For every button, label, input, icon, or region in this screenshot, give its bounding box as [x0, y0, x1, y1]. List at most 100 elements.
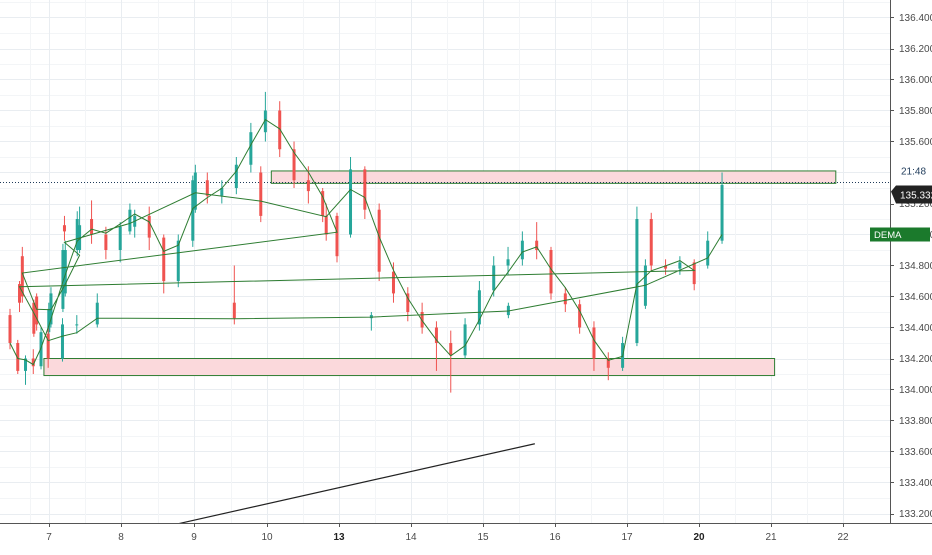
candle-body — [391, 271, 395, 294]
x-tick-label: 13 — [333, 532, 345, 543]
candle — [349, 157, 353, 238]
candle-body — [162, 237, 166, 281]
candle — [535, 222, 539, 260]
candle — [62, 215, 66, 241]
candle — [16, 339, 20, 374]
y-tick-label: 133.800 — [899, 416, 932, 427]
candle-body — [8, 315, 12, 343]
dema-line — [9, 118, 723, 366]
x-tick-label: 15 — [477, 532, 489, 543]
candle-body — [60, 324, 64, 359]
candle-body — [335, 215, 339, 257]
candle — [335, 212, 339, 263]
y-tick-label: 133.400 — [899, 478, 932, 489]
candle — [31, 349, 35, 374]
candle — [205, 172, 209, 204]
zone-support — [43, 358, 776, 377]
candle-body — [306, 180, 310, 192]
candle-body — [147, 215, 151, 238]
candle-body — [506, 305, 510, 316]
candle — [128, 203, 132, 235]
candle-body — [292, 149, 296, 181]
candle-body — [193, 172, 197, 210]
candle — [8, 308, 12, 350]
candle — [449, 330, 453, 393]
candle-body — [592, 327, 596, 359]
candle-body — [118, 226, 122, 250]
candle — [292, 141, 296, 188]
candle — [46, 327, 50, 368]
candle-body — [128, 209, 132, 232]
y-tick-label: 134.400 — [899, 323, 932, 334]
candle-body — [39, 332, 43, 367]
candle — [232, 265, 236, 325]
candle-body — [449, 343, 453, 356]
candle-body — [463, 324, 467, 356]
candle — [35, 293, 39, 331]
candle — [259, 166, 263, 223]
candle-body — [20, 256, 24, 297]
candle — [61, 243, 65, 312]
y-tick-label: 133.600 — [899, 447, 932, 458]
y-tick-label: 133.200 — [899, 509, 932, 520]
y-tick-label: 134.000 — [899, 385, 932, 396]
candle-body — [664, 265, 668, 269]
candle-body — [349, 169, 353, 235]
candle — [90, 200, 94, 244]
candle-body — [506, 259, 510, 266]
candle — [692, 259, 696, 291]
candle-body — [16, 343, 20, 371]
zone-resistance — [270, 170, 837, 184]
dema-label: DEMA — [874, 230, 902, 241]
candle — [321, 188, 325, 223]
x-tick-label: 16 — [549, 532, 561, 543]
candle — [720, 172, 724, 244]
x-tick-label: 20 — [693, 532, 705, 543]
candle — [104, 226, 108, 260]
candle-body — [234, 164, 238, 188]
candle-body — [62, 225, 66, 232]
candle — [60, 318, 64, 362]
candle-body — [678, 262, 682, 269]
candle-body — [220, 188, 224, 196]
trendline — [168, 443, 535, 527]
y-axis-panel — [890, 0, 932, 550]
candle — [20, 246, 24, 303]
candle — [520, 231, 524, 266]
candle — [234, 157, 238, 195]
candle — [75, 315, 79, 334]
candle-body — [176, 240, 180, 281]
candle-body — [259, 172, 263, 216]
price-label-group: 21:48 135.332 — [891, 164, 932, 204]
candle-body — [249, 132, 253, 165]
y-tick-label: 136.000 — [899, 75, 932, 86]
candle — [363, 166, 367, 219]
candle — [249, 122, 253, 173]
y-tick-label: 135.600 — [899, 137, 932, 148]
candle — [95, 293, 99, 328]
candle-body — [477, 290, 481, 325]
candle-body — [75, 324, 79, 326]
candle-body — [578, 304, 582, 328]
candle — [592, 321, 596, 371]
candle-body — [321, 191, 325, 216]
candle-body — [520, 240, 524, 260]
candle-body — [606, 358, 610, 368]
candle-body — [32, 302, 36, 334]
y-tick-label: 134.600 — [899, 292, 932, 303]
candle-body — [232, 302, 236, 319]
candle-body — [47, 308, 51, 333]
candle — [549, 246, 553, 300]
candle-body — [563, 293, 567, 305]
candle — [18, 281, 22, 312]
countdown-box — [891, 164, 932, 177]
candle — [606, 352, 610, 381]
candle-body — [263, 110, 267, 133]
candle — [649, 212, 653, 272]
candle — [63, 240, 67, 297]
candle-body — [377, 209, 381, 272]
candle-body — [406, 293, 410, 312]
price-label: 135.332 — [900, 191, 932, 202]
candle-body — [434, 327, 438, 343]
